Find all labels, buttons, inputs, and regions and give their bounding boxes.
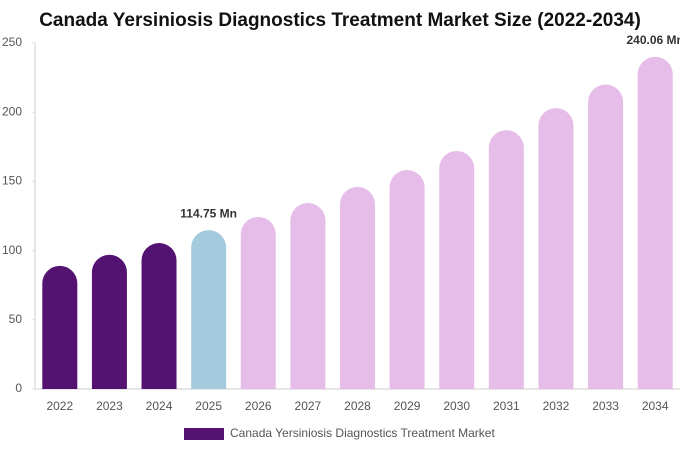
value-label: 114.75 Mn bbox=[180, 206, 237, 220]
value-label: 240.06 Mn bbox=[627, 33, 680, 47]
x-tick-label: 2024 bbox=[146, 399, 173, 413]
legend-swatch bbox=[184, 428, 224, 440]
bar bbox=[42, 265, 78, 389]
x-tick-label: 2027 bbox=[295, 399, 322, 413]
bar bbox=[191, 230, 227, 389]
x-tick-label: 2025 bbox=[195, 399, 222, 413]
bar bbox=[290, 202, 326, 389]
y-tick-label: 0 bbox=[15, 381, 22, 395]
bar bbox=[488, 130, 524, 389]
bar bbox=[240, 216, 276, 389]
x-tick-label: 2028 bbox=[344, 399, 371, 413]
x-tick-label: 2032 bbox=[543, 399, 570, 413]
bar bbox=[538, 108, 574, 389]
y-tick-label: 100 bbox=[2, 243, 22, 257]
x-tick-label: 2022 bbox=[46, 399, 73, 413]
y-tick-label: 150 bbox=[2, 174, 22, 188]
bar bbox=[340, 186, 375, 389]
x-tick-label: 2031 bbox=[493, 399, 520, 413]
x-tick-label: 2034 bbox=[642, 399, 669, 413]
chart-title: Canada Yersiniosis Diagnostics Treatment… bbox=[39, 10, 641, 31]
x-tick-label: 2026 bbox=[245, 399, 272, 413]
bar bbox=[389, 170, 425, 389]
bar bbox=[439, 150, 475, 389]
bar bbox=[141, 242, 177, 389]
bar bbox=[588, 84, 624, 390]
y-tick-label: 50 bbox=[9, 312, 23, 326]
bar bbox=[637, 56, 673, 389]
x-tick-label: 2029 bbox=[394, 399, 421, 413]
x-tick-label: 2030 bbox=[443, 399, 470, 413]
legend-label: Canada Yersiniosis Diagnostics Treatment… bbox=[230, 426, 495, 440]
x-tick-label: 2033 bbox=[592, 399, 619, 413]
y-tick-label: 200 bbox=[2, 104, 22, 118]
y-tick-label: 250 bbox=[2, 35, 22, 49]
x-tick-label: 2023 bbox=[96, 399, 123, 413]
bar bbox=[91, 254, 127, 389]
